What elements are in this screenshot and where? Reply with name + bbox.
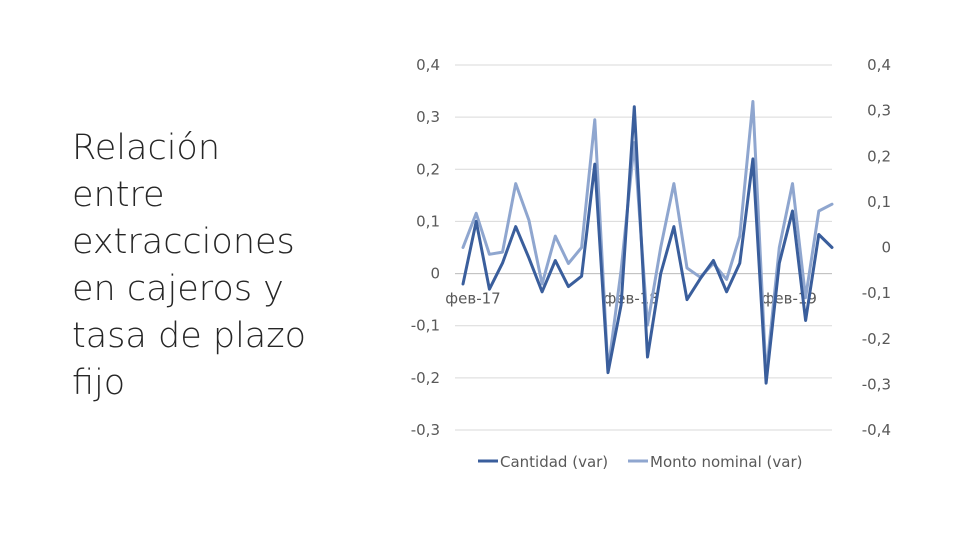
slide-title: Relación entre extracciones en cajeros y… [72, 128, 307, 403]
left-tick-label: 0,3 [416, 108, 440, 126]
x-tick-label: фев-17 [445, 290, 500, 308]
left-tick-label: 0 [430, 265, 440, 283]
right-tick-label: -0,2 [862, 330, 891, 348]
right-tick-label: 0,1 [867, 193, 891, 211]
left-tick-label: 0,2 [416, 160, 440, 178]
left-tick-label: 0,4 [416, 56, 440, 74]
right-axis: 0,4 0,3 0,2 0,1 0 -0,1 -0,2 -0,3 -0,4 [862, 56, 891, 439]
left-tick-label: -0,1 [411, 317, 440, 335]
series-line-cantidad [461, 105, 834, 385]
left-tick-label: 0,1 [416, 212, 440, 230]
legend-label: Monto nominal (var) [650, 453, 803, 471]
right-tick-label: 0,4 [867, 56, 891, 74]
left-axis: 0,4 0,3 0,2 0,1 0 -0,1 -0,2 -0,3 [411, 56, 440, 439]
right-tick-label: -0,1 [862, 284, 891, 302]
chart-series [461, 100, 834, 385]
left-tick-label: -0,2 [411, 369, 440, 387]
right-tick-label: 0,3 [867, 102, 891, 120]
chart-gridlines [455, 64, 832, 431]
right-tick-label: -0,4 [862, 421, 891, 439]
chart-legend: Cantidad (var) Monto nominal (var) [478, 453, 803, 471]
right-tick-label: 0,2 [867, 147, 891, 165]
right-tick-label: 0 [881, 239, 891, 257]
left-tick-label: -0,3 [411, 421, 440, 439]
legend-label: Cantidad (var) [500, 453, 608, 471]
right-tick-label: -0,3 [862, 375, 891, 393]
